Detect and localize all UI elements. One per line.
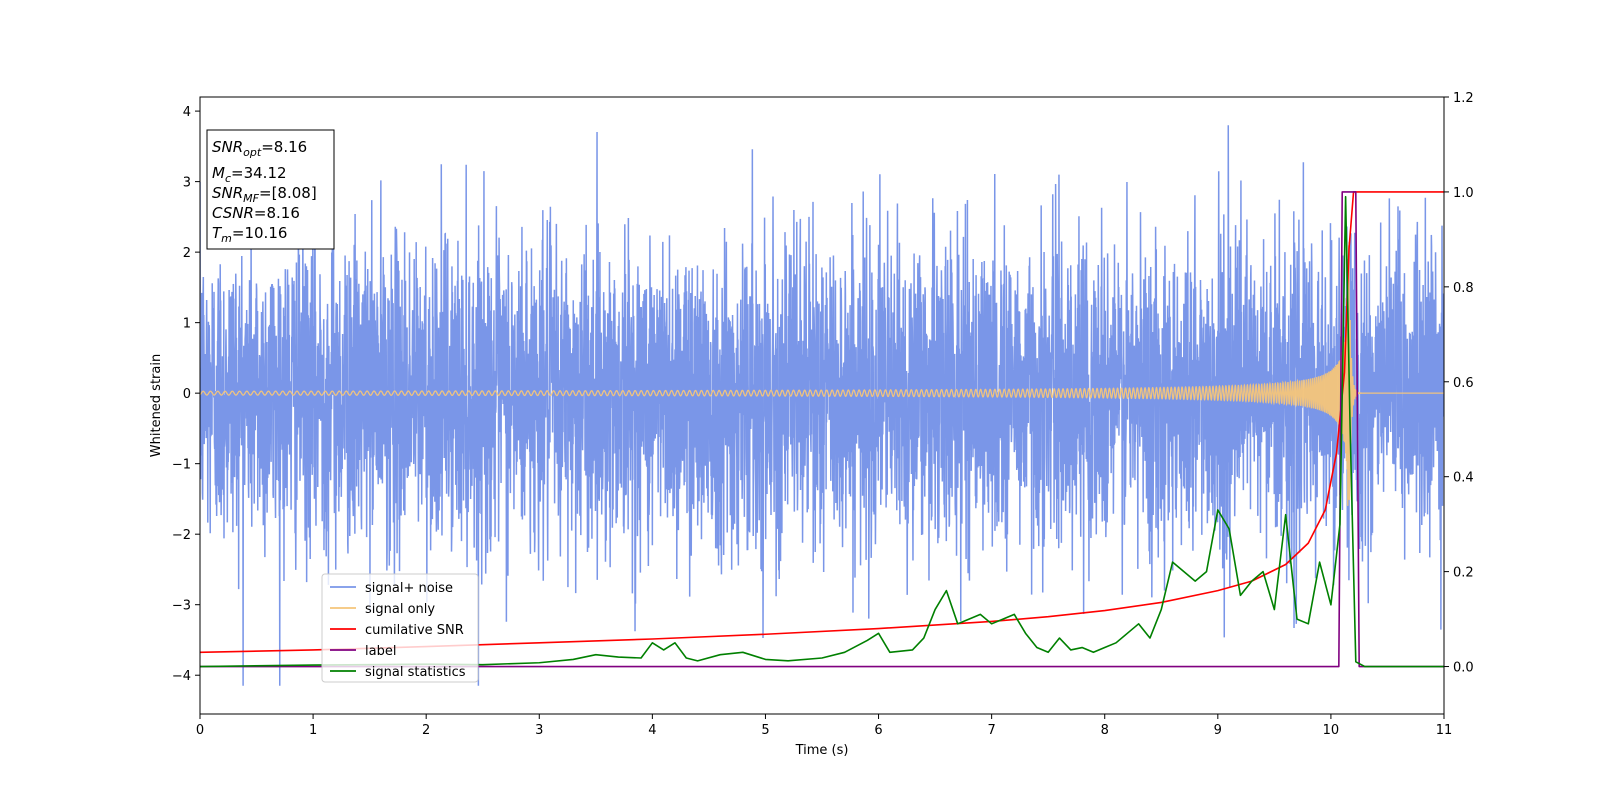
series-signal-noise <box>200 125 1444 686</box>
y-tick-label: −4 <box>172 669 191 684</box>
y2-tick-label: 1.0 <box>1453 186 1474 201</box>
legend: signal+ noise signal only cumilative SNR la… <box>321 573 479 683</box>
info-subscript: c <box>225 172 231 185</box>
info-csnr: CSNR=8.16 <box>212 204 300 222</box>
series-layer <box>200 125 1444 686</box>
x-tick-label: 5 <box>761 723 769 738</box>
info-box-frame <box>206 129 335 250</box>
x-tick-label: 1 <box>309 723 317 738</box>
info-subscript: MF <box>243 192 259 205</box>
y2-tick-label: 0.2 <box>1453 566 1474 581</box>
x-tick-label: 7 <box>987 723 995 738</box>
y2-tick-label: 0.8 <box>1453 281 1474 296</box>
legend-label: cumilative SNR <box>365 623 464 638</box>
info-symbol: SNR <box>212 138 243 156</box>
x-axis-label: Time (s) <box>795 743 849 758</box>
series-signal-statistics <box>200 195 1444 668</box>
x-tick-label: 4 <box>648 723 656 738</box>
y2-tick-label: 1.2 <box>1453 91 1474 106</box>
info-value: =8.16 <box>261 138 307 156</box>
info-symbol: SNR <box>212 184 243 202</box>
y-tick-label: 1 <box>183 317 191 332</box>
info-symbol: CSNR <box>212 204 254 222</box>
info-symbol: T <box>212 224 223 242</box>
info-value: =[8.08] <box>259 184 317 202</box>
x-tick-label: 9 <box>1214 723 1222 738</box>
plot-frame <box>199 96 1445 715</box>
info-snr-opt: SNRopt=8.16 <box>212 138 307 159</box>
y-tick-label: −3 <box>172 599 191 614</box>
y-tick-label: 3 <box>183 176 191 191</box>
legend-label: signal only <box>365 602 435 617</box>
y2-tick-label: 0.6 <box>1453 376 1474 391</box>
y-tick-label: −2 <box>172 528 191 543</box>
x-tick-label: 8 <box>1101 723 1109 738</box>
y-tick-label: 4 <box>183 105 191 120</box>
axes-layer: 0 1 2 3 4 5 6 7 8 9 10 11 −4 −3 −2 −1 0 1 2 3 4 0.0 0.2 0.4 0.6 0… <box>172 91 1474 738</box>
info-value: =8.16 <box>254 204 300 222</box>
y2-tick-label: 0.4 <box>1453 471 1474 486</box>
info-subscript: m <box>221 232 232 245</box>
series-signal-only <box>200 241 1444 506</box>
x-tick-label: 0 <box>196 723 204 738</box>
y-tick-label: 2 <box>183 246 191 261</box>
x-tick-label: 3 <box>535 723 543 738</box>
info-box: SNRopt=8.16Mc=34.12SNRMF=[8.08]CSNR=8.16… <box>206 129 335 250</box>
y-axis-label: Whitened strain <box>149 354 164 457</box>
y2-tick-label: 0.0 <box>1453 661 1474 676</box>
x-tick-label: 2 <box>422 723 430 738</box>
x-tick-label: 11 <box>1436 723 1453 738</box>
info-mc: Mc=34.12 <box>212 164 287 185</box>
legend-label: signal statistics <box>365 665 466 680</box>
legend-label: signal+ noise <box>365 581 453 596</box>
info-tm: Tm=10.16 <box>212 224 287 245</box>
info-value: =10.16 <box>232 224 288 242</box>
info-symbol: M <box>212 164 225 182</box>
x-tick-label: 6 <box>874 723 882 738</box>
info-value: =34.12 <box>231 164 287 182</box>
info-subscript: opt <box>243 146 262 159</box>
legend-frame <box>321 573 479 683</box>
info-snr-mf: SNRMF=[8.08] <box>212 184 317 205</box>
x-tick-label: 10 <box>1323 723 1340 738</box>
y-tick-label: 0 <box>183 387 191 402</box>
y-tick-label: −1 <box>172 458 191 473</box>
legend-label: label <box>365 644 396 659</box>
